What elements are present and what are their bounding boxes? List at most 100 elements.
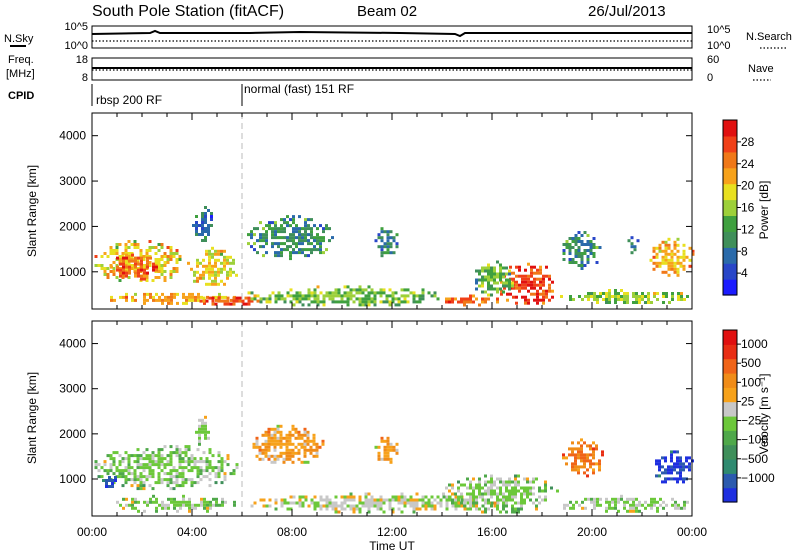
- power-cell: [295, 294, 299, 298]
- velocity-cell: [569, 500, 572, 504]
- power-cell: [310, 294, 314, 298]
- velocity-cell: [204, 430, 207, 434]
- velocity-cell: [430, 507, 434, 511]
- velocity-cell: [108, 485, 111, 488]
- power-cell: [322, 236, 325, 240]
- power-cell: [274, 254, 277, 258]
- velocity-cell: [583, 459, 586, 463]
- velocity-cell: [526, 489, 529, 493]
- power-cell: [475, 287, 478, 291]
- power-cell: [118, 267, 122, 270]
- velocity-cell: [176, 503, 179, 507]
- power-cell: [664, 252, 668, 256]
- power-cell: [577, 264, 581, 267]
- velocity-cell: [688, 462, 691, 466]
- velocity-cell: [448, 495, 451, 499]
- power-cell: [289, 257, 292, 261]
- power-cell: [195, 230, 198, 233]
- power-x-ticks: [91, 113, 693, 309]
- power-cell: [391, 291, 395, 295]
- power-cell: [545, 265, 548, 269]
- power-cell: [125, 253, 128, 257]
- velocity-cell: [124, 481, 128, 485]
- velocity-cell: [190, 478, 194, 482]
- velocity-cell: [151, 469, 155, 473]
- velocity-cell: [276, 436, 280, 440]
- velocity-cell: [157, 451, 161, 455]
- power-cell: [310, 227, 313, 231]
- power-cell: [653, 295, 656, 298]
- power-cell: [551, 295, 554, 299]
- power-cell: [253, 227, 256, 231]
- velocity-colorbar-swatch: [723, 373, 737, 388]
- velocity-cell: [490, 474, 493, 478]
- velocity-cell: [478, 486, 481, 490]
- velocity-cell: [487, 480, 490, 484]
- power-cell: [386, 251, 390, 255]
- power-cell: [154, 264, 158, 267]
- power-cell: [469, 297, 472, 301]
- velocity-cell: [466, 501, 470, 505]
- velocity-cell: [178, 457, 182, 461]
- power-cell: [487, 293, 490, 297]
- power-cell: [481, 290, 484, 294]
- power-cell: [661, 249, 665, 253]
- velocity-cell: [193, 481, 197, 485]
- power-cell: [682, 255, 686, 259]
- power-cell: [154, 258, 158, 261]
- power-cell: [493, 278, 496, 282]
- power-cell: [586, 243, 590, 246]
- power-cell: [205, 299, 209, 303]
- velocity-cell: [586, 444, 589, 448]
- power-cell: [403, 294, 407, 298]
- velocity-cell: [499, 498, 502, 502]
- power-cell: [667, 243, 671, 247]
- velocity-cell: [383, 457, 387, 461]
- velocity-cell: [466, 477, 469, 481]
- velocity-cell: [374, 445, 378, 449]
- velocity-cell: [469, 498, 472, 502]
- power-cell: [201, 230, 204, 233]
- power-cell: [448, 300, 451, 304]
- power-cell: [127, 276, 131, 279]
- power-cell: [370, 300, 374, 304]
- power-cell: [577, 231, 581, 234]
- power-cell: [608, 292, 611, 295]
- velocity-cell: [662, 500, 665, 504]
- power-cell: [310, 230, 313, 234]
- velocity-cell: [490, 486, 493, 490]
- power-cell: [210, 212, 213, 215]
- velocity-cell: [457, 501, 461, 505]
- power-cell: [140, 259, 143, 263]
- velocity-cell: [97, 469, 101, 473]
- power-cell: [377, 236, 381, 240]
- velocity-cell: [511, 510, 514, 514]
- velocity-cell: [379, 498, 383, 502]
- velocity-cell: [595, 447, 598, 451]
- power-cell: [539, 280, 542, 284]
- velocity-cell: [502, 492, 505, 496]
- power-cell: [515, 265, 518, 269]
- power-cell: [128, 271, 131, 275]
- velocity-cell: [136, 463, 140, 467]
- power-cell: [274, 236, 277, 240]
- velocity-cell: [199, 460, 203, 464]
- velocity-cell: [276, 430, 280, 434]
- power-cell: [130, 252, 134, 255]
- power-cell: [589, 246, 593, 249]
- velocity-cell: [208, 478, 212, 482]
- power-cell: [148, 255, 152, 258]
- velocity-cell: [175, 469, 179, 473]
- time-tick-label: 00:00: [77, 525, 107, 539]
- power-cell: [445, 300, 448, 304]
- velocity-cell: [212, 503, 215, 507]
- velocity-cell: [334, 510, 338, 514]
- velocity-cell: [94, 463, 98, 467]
- power-cell: [626, 301, 629, 304]
- velocity-cell: [297, 430, 301, 434]
- velocity-cell: [670, 477, 673, 481]
- beam-label: Beam 02: [357, 3, 417, 20]
- velocity-cell: [289, 501, 293, 505]
- velocity-cell: [142, 484, 146, 488]
- velocity-cell: [202, 451, 206, 455]
